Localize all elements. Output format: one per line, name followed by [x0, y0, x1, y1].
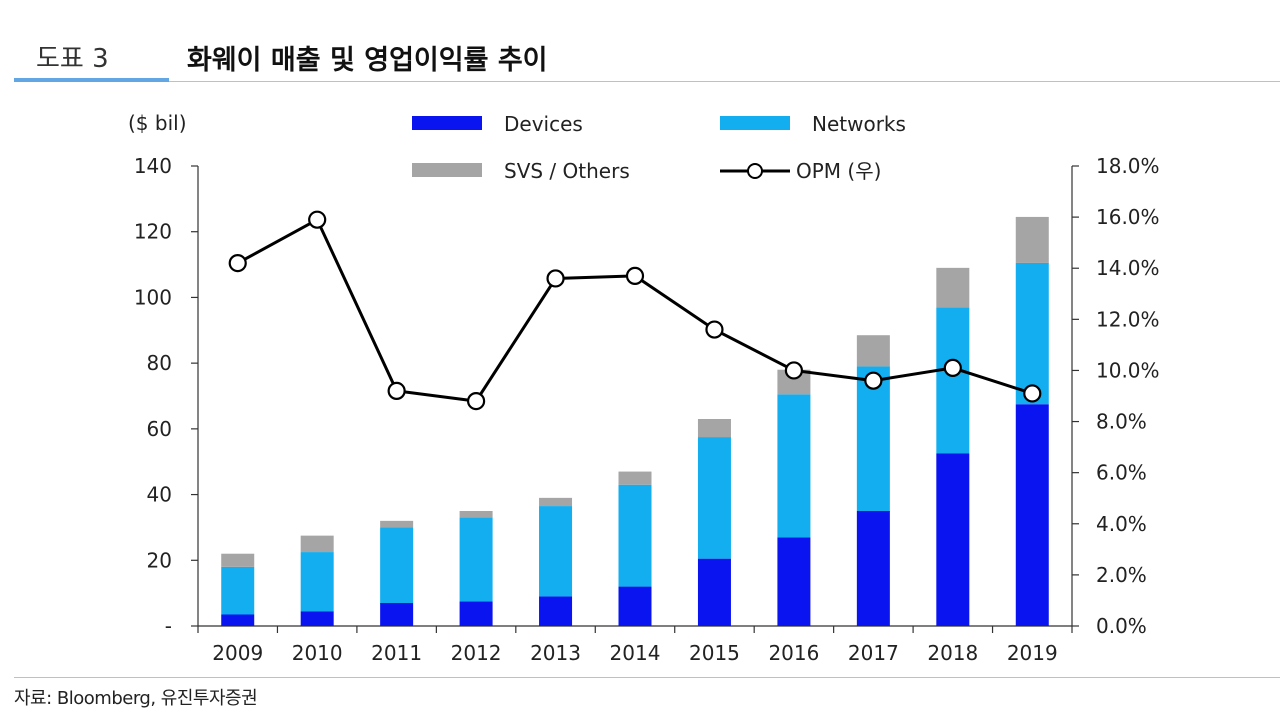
bar-svs-others-2013: [539, 497, 573, 507]
bar-networks-2015: [697, 437, 731, 559]
y2-tick-label: 16.0%: [1096, 205, 1160, 229]
bar-svs-others-2010: [300, 535, 334, 553]
opm-line-path: [237, 217, 1033, 403]
y-tick-label: 60: [147, 417, 172, 441]
y2-tick-label: 2.0%: [1096, 563, 1147, 587]
legend-line-marker: [747, 163, 763, 179]
chart-legend: Devices Networks SVS / Others OPM (우): [412, 112, 906, 183]
y2-tick-label: 0.0%: [1096, 614, 1147, 638]
y2-tick-label: 14.0%: [1096, 256, 1160, 280]
y-axis-unit-label: ($ bil): [128, 111, 187, 135]
chart-axes: - 20 40 60 80 100 120 140 0.0% 2.0% 4.0% 6.0% 8.0% 10…: [128, 111, 1160, 665]
opm-point-2015: [705, 320, 724, 339]
bar-svs-others-2012: [459, 511, 493, 518]
y2-tick-label: 4.0%: [1096, 512, 1147, 536]
y-tick-label: 40: [147, 483, 172, 507]
source-note: 자료: Bloomberg, 유진투자증권: [14, 688, 258, 709]
opm-point-2010: [308, 210, 327, 229]
figure-number: 도표 3: [36, 44, 109, 74]
x-tick-label: 2019: [1007, 641, 1058, 665]
x-tick-label: 2017: [848, 641, 899, 665]
bar-svs-others-2015: [697, 419, 731, 438]
chart-bars: [221, 216, 1049, 626]
legend-label-3: OPM (우): [796, 159, 881, 183]
bar-devices-2009: [221, 614, 255, 626]
x-tick-label: 2014: [610, 641, 661, 665]
x-tick-label: 2012: [451, 641, 502, 665]
legend-label-1: Networks: [812, 112, 906, 136]
bar-svs-others-2018: [936, 267, 970, 308]
legend-label-0: Devices: [504, 112, 583, 136]
legend-swatch-1: [720, 116, 790, 130]
header-accent-rule: [14, 78, 169, 82]
x-tick-label: 2013: [530, 641, 581, 665]
legend-swatch-0: [412, 116, 482, 130]
footer-rule: [14, 677, 1280, 678]
header-rule: [169, 81, 1280, 82]
bar-svs-others-2009: [221, 553, 255, 567]
chart-opm-line: [228, 210, 1042, 411]
opm-point-2019: [1023, 384, 1042, 403]
y2-tick-label: 12.0%: [1096, 307, 1160, 331]
opm-point-2018: [943, 358, 962, 377]
bar-networks-2009: [221, 566, 255, 615]
opm-point-2011: [387, 381, 406, 400]
figure-header: 도표 3 화웨이 매출 및 영업이익률 추이: [0, 0, 1280, 90]
y2-tick-label: 18.0%: [1096, 154, 1160, 178]
bar-networks-2011: [380, 527, 414, 603]
bar-networks-2017: [856, 366, 890, 511]
legend-swatch-2: [412, 163, 482, 177]
bar-networks-2013: [539, 506, 573, 597]
bar-networks-2019: [1015, 262, 1049, 405]
revenue-opm-chart: Devices Networks SVS / Others OPM (우) - 20 40…: [128, 111, 1160, 665]
bar-devices-2012: [459, 601, 493, 626]
bar-devices-2014: [618, 586, 652, 626]
x-tick-label: 2010: [292, 641, 343, 665]
bar-svs-others-2019: [1015, 216, 1049, 263]
bar-devices-2018: [936, 453, 970, 626]
x-tick-label: 2009: [212, 641, 263, 665]
opm-point-2016: [784, 361, 804, 380]
y-tick-label: 80: [147, 351, 172, 375]
bar-networks-2018: [936, 307, 970, 454]
bar-networks-2014: [618, 484, 652, 587]
x-tick-label: 2018: [927, 641, 978, 665]
y-tick-label: 20: [147, 548, 172, 572]
legend-label-2: SVS / Others: [504, 159, 630, 183]
bar-networks-2010: [300, 552, 334, 612]
bar-networks-2012: [459, 517, 493, 602]
bar-devices-2010: [300, 611, 334, 626]
opm-point-2013: [546, 269, 565, 288]
bar-devices-2019: [1015, 404, 1049, 626]
opm-point-2014: [625, 266, 645, 285]
y2-tick-label: 6.0%: [1096, 461, 1147, 485]
opm-point-2009: [228, 254, 247, 273]
bar-networks-2016: [777, 394, 811, 538]
bar-devices-2017: [856, 511, 890, 626]
page-title: 화웨이 매출 및 영업이익률 추이: [187, 45, 548, 76]
y2-tick-label: 10.0%: [1096, 358, 1160, 382]
bar-svs-others-2014: [618, 471, 652, 485]
y-tick-label: 120: [134, 220, 172, 244]
bar-devices-2015: [697, 558, 731, 626]
y-tick-label: 100: [134, 285, 172, 309]
bar-devices-2016: [777, 537, 811, 626]
y-tick-label: -: [165, 614, 172, 638]
x-tick-label: 2011: [371, 641, 422, 665]
opm-point-2017: [864, 371, 883, 390]
bar-svs-others-2011: [380, 520, 414, 528]
y-tick-label: 140: [134, 154, 172, 178]
x-tick-label: 2016: [768, 641, 819, 665]
bar-devices-2013: [539, 596, 573, 626]
opm-point-2012: [466, 392, 486, 411]
y2-tick-label: 8.0%: [1096, 410, 1147, 434]
bar-devices-2011: [380, 603, 414, 626]
bar-svs-others-2017: [856, 335, 890, 367]
x-tick-label: 2015: [689, 641, 740, 665]
